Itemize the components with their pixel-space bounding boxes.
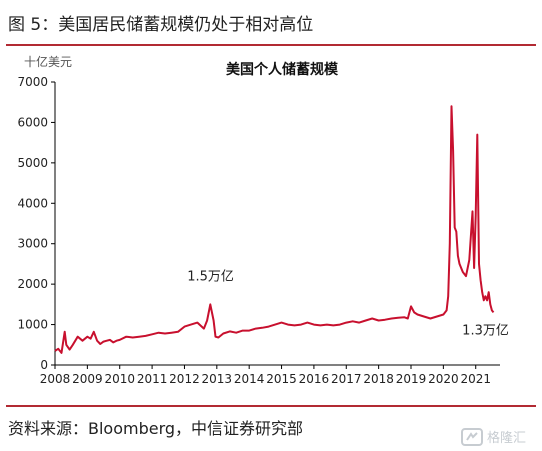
y-tick-label: 4000 — [17, 196, 48, 210]
annotation-label: 1.5万亿 — [187, 269, 234, 284]
y-tick-label: 5000 — [17, 156, 48, 170]
x-tick-label: 2012 — [169, 372, 200, 386]
y-tick-label: 2000 — [17, 277, 48, 291]
y-tick-label: 0 — [40, 358, 48, 372]
watermark-logo: 格隆汇 — [460, 427, 526, 446]
annotation-label: 1.3万亿 — [462, 323, 509, 338]
watermark-text: 格隆汇 — [486, 431, 526, 446]
savings-series-line — [54, 105, 495, 354]
x-tick-label: 2015 — [266, 372, 297, 386]
x-tick-label: 2009 — [72, 372, 103, 386]
y-tick-label: 1000 — [17, 318, 48, 332]
x-tick-label: 2010 — [104, 372, 135, 386]
y-tick-label: 6000 — [17, 115, 48, 129]
x-tick-label: 2016 — [299, 372, 330, 386]
source-note: 资料来源：Bloomberg，中信证券研究部 — [8, 419, 304, 438]
figure-title: 图 5：美国居民储蓄规模仍处于相对高位 — [8, 15, 314, 35]
x-tick-label: 2020 — [428, 372, 459, 386]
x-tick-label: 2011 — [137, 372, 168, 386]
x-tick-label: 2018 — [363, 372, 394, 386]
x-tick-label: 2017 — [331, 372, 362, 386]
figure-header: 图 5：美国居民储蓄规模仍处于相对高位 — [6, 0, 536, 46]
x-tick-label: 2008 — [40, 372, 71, 386]
chart-axes — [54, 82, 500, 366]
x-tick-label: 2019 — [396, 372, 427, 386]
x-tick-label: 2013 — [202, 372, 233, 386]
x-tick-label: 2014 — [234, 372, 265, 386]
figure-footer: 资料来源：Bloomberg，中信证券研究部 格隆汇 — [6, 405, 536, 451]
y-tick-label: 3000 — [17, 237, 48, 251]
y-axis-ticks: 0 1000 2000 3000 4000 5000 6000 7000 — [17, 75, 55, 372]
y-axis-unit-label: 十亿美元 — [24, 54, 72, 69]
chart-annotations: 1.5万亿 1.3万亿 — [187, 269, 509, 338]
watermark-icon — [460, 427, 483, 446]
y-tick-label: 7000 — [17, 75, 48, 89]
x-axis-ticks: 2008 2009 2010 2011 2012 2013 2014 2015 2016 2017… — [40, 365, 491, 386]
savings-line-chart: 美国个人储蓄规模 十亿美元 0 1000 2000 3000 4000 5000 6000 7… — [17, 54, 509, 386]
x-tick-label: 2021 — [460, 372, 491, 386]
chart-title: 美国个人储蓄规模 — [226, 61, 339, 78]
